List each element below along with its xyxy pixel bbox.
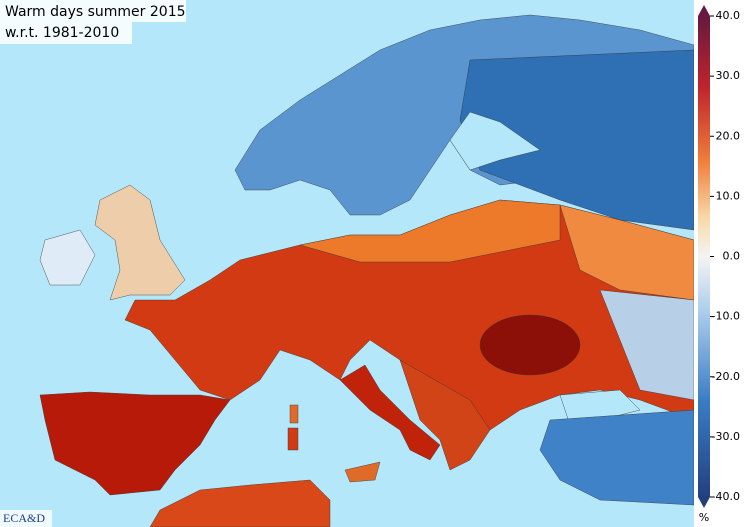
colorbar-tick-label: 30.0 (716, 69, 741, 82)
land (39, 14, 695, 527)
colorbar-max-arrow (698, 5, 710, 16)
logo-box (0, 510, 52, 527)
colorbar (698, 16, 710, 497)
subtitle-box (0, 22, 132, 44)
colorbar-tick-label: -40.0 (712, 490, 740, 503)
colorbar-tick-label: -20.0 (712, 370, 740, 383)
colorbar-unit: % (699, 511, 709, 524)
title-box (0, 0, 186, 22)
subtitle: w.r.t. 1981-2010 (5, 25, 119, 41)
colorbar-tick-label: 0.0 (723, 250, 741, 263)
logo: ECA&D (3, 511, 45, 525)
colorbar-tick-label: -30.0 (712, 430, 740, 443)
colorbar-tick-label: -10.0 (712, 310, 740, 323)
title: Warm days summer 2015 (5, 4, 186, 20)
colorbar-tick-label: 20.0 (716, 129, 741, 142)
colorbar-tick-label: 10.0 (716, 189, 741, 202)
colorbar-min-arrow (698, 497, 710, 508)
colorbar-tick-label: 40.0 (716, 9, 741, 22)
